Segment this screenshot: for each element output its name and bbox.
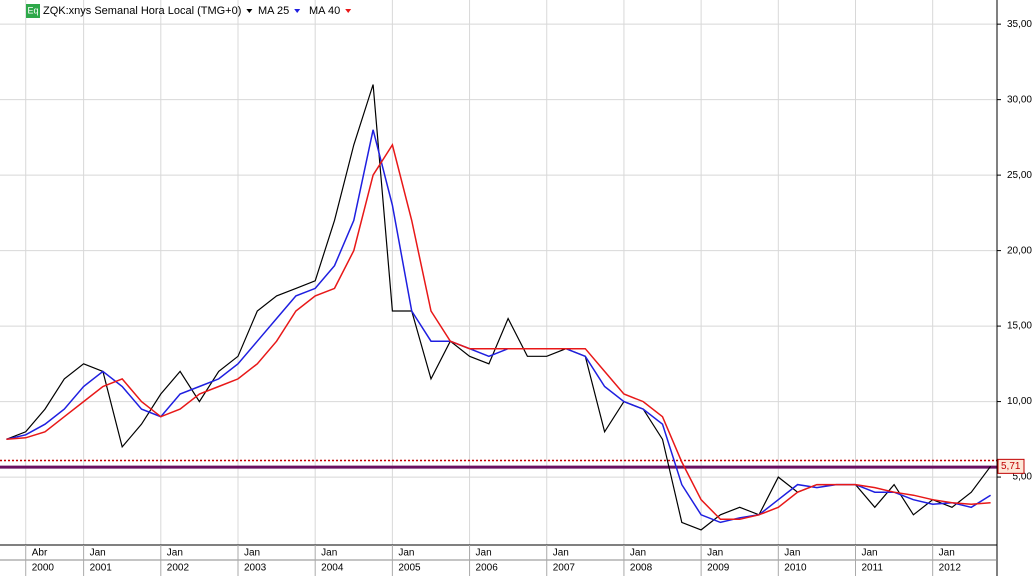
y-tick-label: 20,00 — [1007, 245, 1032, 256]
icon-label: Eq — [27, 5, 38, 15]
year-label: 2000 — [32, 563, 55, 574]
x-tick-label: Jan — [90, 548, 106, 559]
year-label: 2003 — [244, 563, 267, 574]
ma-line — [6, 129, 991, 524]
last-price-box — [997, 458, 1025, 474]
y-tick-label: 5,00 — [1013, 472, 1033, 483]
x-tick-label: Jan — [476, 548, 492, 559]
year-label: 2006 — [476, 563, 499, 574]
legend-caret — [345, 9, 352, 13]
x-tick-label: Jan — [167, 548, 183, 559]
year-label: 2002 — [167, 563, 190, 574]
icon — [26, 4, 40, 18]
year-label: 2004 — [321, 563, 344, 574]
year-label: 2005 — [398, 563, 421, 574]
year-label: 2008 — [630, 563, 653, 574]
x-tick-label: Jan — [630, 548, 646, 559]
legend-entry[interactable]: MA 40 — [309, 5, 340, 17]
y-tick-label: 35,00 — [1007, 19, 1032, 30]
x-tick-label: Abr — [32, 548, 48, 559]
year-label: 2011 — [861, 563, 883, 574]
y-tick-label: 10,00 — [1007, 396, 1032, 407]
x-tick-label: Jan — [939, 548, 955, 559]
x-tick-label: Jan — [321, 548, 337, 559]
year-label: 2007 — [553, 563, 576, 574]
x-tick-label: Jan — [244, 548, 260, 559]
ma-line — [6, 143, 991, 521]
x-tick-label: Jan — [553, 548, 569, 559]
y-tick-label: 25,00 — [1007, 170, 1032, 181]
legend-caret — [294, 9, 301, 13]
x-tick-label: Jan — [784, 548, 800, 559]
year-label: 2012 — [939, 563, 962, 574]
x-tick-label: Jan — [861, 548, 877, 559]
y-tick-label: 15,00 — [1007, 321, 1032, 332]
x-tick-label: Jan — [398, 548, 414, 559]
year-label: 2001 — [90, 563, 113, 574]
legend-entry[interactable]: MA 25 — [258, 5, 289, 17]
legend-caret — [246, 9, 253, 13]
x-tick-label: Jan — [707, 548, 723, 559]
year-label: 2010 — [784, 563, 807, 574]
header: Eq ZQK:xnys Semanal Hora Local (TMG+0) M… — [26, 4, 340, 18]
chart-title[interactable]: ZQK:xnys Semanal Hora Local (TMG+0) — [43, 5, 241, 17]
year-label: 2009 — [707, 563, 730, 574]
last-price-label: 5,71 — [1001, 461, 1021, 472]
y-tick-label: 30,00 — [1007, 94, 1032, 105]
